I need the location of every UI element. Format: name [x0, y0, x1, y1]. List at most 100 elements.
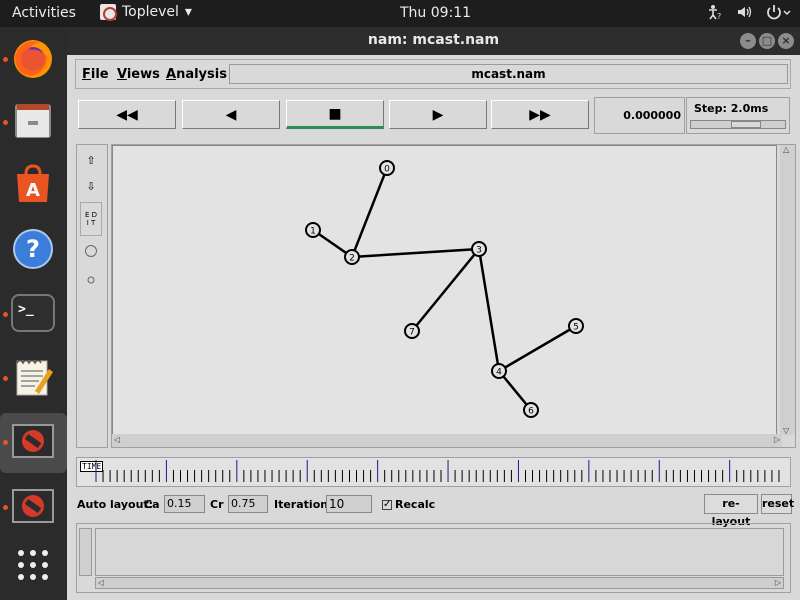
edit-button[interactable]: E D I T — [80, 202, 102, 236]
timeline[interactable]: TIME — [76, 457, 791, 487]
node-circle[interactable] — [471, 241, 487, 257]
volume-icon[interactable] — [736, 4, 752, 24]
fast-forward-button[interactable]: ▶▶ — [491, 100, 589, 129]
network-node[interactable]: 2 — [344, 249, 360, 265]
scroll-right-icon[interactable]: ▷ — [773, 435, 780, 444]
menu-analysis-label: nalysis — [176, 67, 227, 82]
scroll-left-icon[interactable]: ◁ — [114, 435, 121, 444]
stop-button[interactable]: ■ — [286, 100, 384, 129]
iterations-input[interactable]: 10 — [326, 495, 372, 513]
node-circle[interactable] — [523, 402, 539, 418]
nam-window: nam: mcast.nam – □ × File Views Analysis… — [67, 27, 800, 600]
app-menu[interactable]: Toplevel ▾ — [100, 4, 192, 21]
minimize-button[interactable]: – — [740, 33, 756, 49]
menu-views[interactable]: Views — [117, 67, 160, 82]
scroll-left-icon[interactable]: ◁ — [98, 578, 105, 587]
network-node[interactable]: 0 — [379, 160, 395, 176]
network-link[interactable] — [350, 167, 389, 258]
scroll-down-icon[interactable]: ▽ — [783, 426, 790, 435]
terminal-glyph: >_ — [18, 302, 34, 317]
cr-label: Cr — [210, 498, 224, 511]
network-link[interactable] — [498, 324, 577, 373]
node-label: 1 — [310, 227, 316, 237]
dock-item-text-editor[interactable] — [0, 349, 67, 409]
annotation-horizontal-scrollbar[interactable]: ◁ ▷ — [95, 577, 784, 589]
node-circle[interactable] — [404, 323, 420, 339]
step-back-button[interactable]: ◀ — [182, 100, 280, 129]
network-node[interactable]: 6 — [523, 402, 539, 418]
dock-item-terminal[interactable]: >_ — [0, 285, 67, 345]
step-slider-thumb[interactable] — [731, 121, 761, 128]
edit-label-2: I T — [86, 219, 96, 227]
ca-input[interactable]: 0.15 — [164, 495, 205, 513]
network-link[interactable] — [477, 248, 501, 372]
network-node[interactable]: 7 — [404, 323, 420, 339]
reset-button[interactable]: reset — [761, 494, 794, 514]
running-indicator — [3, 312, 8, 317]
dock-item-files[interactable] — [0, 93, 67, 153]
node-circle[interactable] — [344, 249, 360, 265]
running-indicator — [3, 120, 8, 125]
dock-item-firefox[interactable] — [0, 30, 67, 90]
files-icon — [11, 99, 55, 143]
dock-item-nam-2[interactable] — [0, 478, 67, 538]
circle-large-icon[interactable] — [80, 240, 102, 262]
dock-item-nam-active[interactable] — [0, 413, 67, 473]
activities-button[interactable]: Activities — [12, 5, 76, 21]
power-icon[interactable] — [766, 4, 792, 24]
network-canvas[interactable]: 0 1 2 3 4 5 6 7 — [112, 145, 777, 435]
menu-file-label: ile — [90, 67, 109, 82]
network-link[interactable] — [411, 248, 480, 332]
app-menu-label: Toplevel — [122, 4, 179, 20]
accessibility-icon[interactable]: ? — [708, 4, 722, 24]
close-button[interactable]: × — [778, 33, 794, 49]
node-label: 6 — [528, 407, 534, 417]
node-circle[interactable] — [305, 222, 321, 238]
filename-display: mcast.nam — [229, 64, 788, 84]
menu-file[interactable]: File — [82, 67, 109, 82]
help-icon: ? — [11, 227, 55, 271]
rewind-button[interactable]: ◀◀ — [78, 100, 176, 129]
gnome-top-bar: Activities Toplevel ▾ Thu 09:11 ? — [0, 0, 800, 27]
network-graph: 0 1 2 3 4 5 6 7 — [305, 160, 584, 418]
maximize-button[interactable]: □ — [759, 33, 775, 49]
annotation-panel: ◁ ▷ — [76, 523, 791, 593]
node-label: 4 — [496, 368, 502, 378]
network-node[interactable]: 4 — [491, 363, 507, 379]
step-slider[interactable] — [690, 120, 786, 129]
dock-item-software[interactable]: A — [0, 156, 67, 216]
chevron-down-icon: ▾ — [184, 4, 192, 20]
annotation-vertical-scrollbar[interactable] — [79, 528, 92, 576]
node-circle[interactable] — [568, 318, 584, 334]
network-node[interactable]: 1 — [305, 222, 321, 238]
scroll-up-icon[interactable]: △ — [783, 145, 790, 154]
node-circle[interactable] — [379, 160, 395, 176]
circle-small-icon[interactable] — [80, 269, 102, 291]
system-tray[interactable]: ? — [708, 4, 792, 24]
network-link[interactable] — [498, 370, 532, 411]
zoom-in-icon[interactable]: ⇧ — [86, 153, 96, 167]
menu-analysis[interactable]: Analysis — [166, 67, 227, 82]
relayout-button[interactable]: re-layout — [704, 494, 758, 528]
node-circle[interactable] — [491, 363, 507, 379]
menu-views-mnemonic: V — [117, 67, 127, 82]
dock-item-help[interactable]: ? — [0, 221, 67, 281]
network-node[interactable]: 3 — [471, 241, 487, 257]
window-titlebar[interactable]: nam: mcast.nam – □ × — [67, 27, 800, 55]
play-button[interactable]: ▶ — [389, 100, 487, 129]
annotation-list[interactable] — [95, 528, 784, 576]
network-link[interactable] — [351, 247, 480, 259]
canvas-vertical-scrollbar[interactable]: △ ▽ — [780, 145, 795, 435]
zoom-out-icon[interactable]: ⇩ — [86, 179, 96, 193]
network-node[interactable]: 5 — [568, 318, 584, 334]
auto-layout-bar: Auto layout: Ca 0.15 Cr 0.75 Iterations … — [77, 494, 794, 528]
running-indicator — [3, 57, 8, 62]
scroll-right-icon[interactable]: ▷ — [774, 578, 781, 587]
cr-input[interactable]: 0.75 — [228, 495, 268, 513]
window-title: nam: mcast.nam — [367, 32, 500, 48]
app-grid-icon — [11, 543, 55, 587]
recalc-checkbox[interactable]: ✓ Recalc — [382, 498, 435, 511]
canvas-horizontal-scrollbar[interactable]: ◁ ▷ — [112, 434, 782, 447]
clock[interactable]: Thu 09:11 — [400, 5, 472, 21]
dock-item-app-grid[interactable] — [0, 537, 67, 597]
